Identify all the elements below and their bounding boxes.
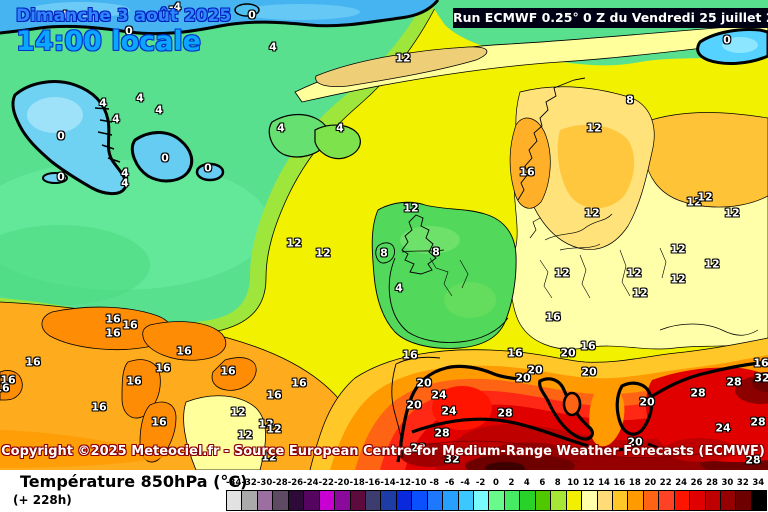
- scale-tick-label: -18: [349, 478, 365, 488]
- scale-color-cell: [721, 491, 737, 510]
- scale-tick-label: 0: [493, 478, 499, 488]
- scale-color-cell: [257, 491, 274, 510]
- scale-tick-label: -2: [475, 478, 486, 488]
- scale-tick-label: 2: [508, 478, 515, 488]
- legend-footer: Température 850hPa (°C) (+ 228h) -34 -32-…: [0, 470, 768, 512]
- greenland-landmass: [11, 80, 225, 196]
- scale-tick-label: -28: [272, 478, 288, 488]
- scale-color-cell: [612, 491, 629, 510]
- scale-color-cell: [520, 491, 536, 510]
- scale-tick-label: 28: [706, 478, 718, 488]
- scale-color-cell: [242, 491, 258, 510]
- scale-tick-label: -24: [303, 478, 319, 488]
- scale-tick-label: 4: [523, 478, 530, 488]
- scale-color-cell: [335, 491, 351, 510]
- scale-tick-label: -34: [226, 478, 242, 488]
- scale-color-cell: [597, 491, 613, 510]
- map-date: Dimanche 3 août 2025: [16, 6, 232, 26]
- scale-tick-label: 8: [554, 478, 561, 488]
- scale-tick-label: 22: [659, 478, 672, 488]
- map-time: 14:00 locale: [16, 26, 201, 57]
- scale-color-cell: [412, 491, 428, 510]
- scale-tick-label: -20: [334, 478, 350, 488]
- scale-color-cell: [566, 491, 583, 510]
- scale-tick-label: 30: [721, 478, 734, 488]
- scale-color-cell: [350, 491, 366, 510]
- scale-tick-label: -10: [411, 478, 427, 488]
- scandinavia-region: [509, 86, 655, 250]
- scale-tick-label: 26: [690, 478, 703, 488]
- iceland: [268, 113, 361, 160]
- scale-color-cell: [489, 491, 505, 510]
- arctic-cold-pool: [696, 28, 768, 65]
- scale-color-cell: [551, 491, 567, 510]
- scale-color-cell: [736, 491, 752, 510]
- scale-color-cell: [674, 491, 691, 510]
- scale-color-cell: [443, 491, 459, 510]
- scale-tick-label: -32: [241, 478, 257, 488]
- scale-color-cell: [705, 491, 721, 510]
- scale-color-cell: [304, 491, 320, 510]
- scale-tick-label: -6: [444, 478, 455, 488]
- mediterranean-heat-bands: [309, 337, 768, 470]
- scale-color-cell: [582, 491, 598, 510]
- scale-tick-label: 16: [613, 478, 626, 488]
- scale-tick-label: -22: [318, 478, 334, 488]
- scale-color-cell: [458, 491, 474, 510]
- atlantic-orange-region: [0, 301, 373, 470]
- scale-color-cell: [396, 491, 413, 510]
- scale-tick-label: 24: [675, 478, 688, 488]
- map-area: -4 0 -4 0 4 4 4 4 4 0 0 4 4 0 0 0 4 4 12 8 16 12 12 12 12 12 12 12 1…: [0, 0, 768, 470]
- scale-tick-label: -26: [287, 478, 304, 488]
- scale-tick-label: 34: [752, 478, 765, 488]
- scale-tick-label: 12: [582, 478, 595, 488]
- scale-color-cell: [535, 491, 552, 510]
- scale-color-cell: [643, 491, 660, 510]
- scale-color-cell: [381, 491, 397, 510]
- scale-color-cell: [319, 491, 336, 510]
- copyright-text: Copyright ©2025 Meteociel.fr - Source Eu…: [1, 444, 765, 459]
- scale-tick-label: 10: [567, 478, 580, 488]
- coastlines: [375, 77, 759, 459]
- color-scale: [226, 490, 768, 511]
- atlantic-cool-tongue: [183, 395, 266, 470]
- scale-color-cell: [273, 491, 289, 510]
- africa-red-contours: [419, 440, 701, 463]
- france-uk-cool-pool: [371, 201, 517, 349]
- scale-tick-label: 32: [736, 478, 749, 488]
- scale-tick-label: 6: [539, 478, 546, 488]
- scale-color-cell: [427, 491, 444, 510]
- thick-20c-contour: [396, 360, 768, 463]
- scale-tick-label: -14: [380, 478, 396, 488]
- arctic-blue-strip: [0, 0, 440, 36]
- scale-tick-label: -30: [256, 478, 273, 488]
- scale-color-cell: [365, 491, 382, 510]
- scale-tick-label: 14: [598, 478, 610, 488]
- scale-color-cell: [751, 491, 767, 510]
- scale-color-cell: [474, 491, 490, 510]
- scale-tick-label: 20: [644, 478, 657, 488]
- scale-tick-label: 18: [628, 478, 641, 488]
- scale-tick-label: -16: [364, 478, 381, 488]
- scale-color-cell: [659, 491, 675, 510]
- run-info-bar: Run ECMWF 0.25° 0 Z du Vendredi 25 juill…: [453, 8, 768, 28]
- scale-color-cell: [288, 491, 305, 510]
- scale-color-cell: [504, 491, 521, 510]
- scale-tick-label: -8: [429, 478, 440, 488]
- forecast-offset: (+ 228h): [13, 493, 72, 507]
- scale-color-cell: [690, 491, 706, 510]
- scale-tick-label: -4: [460, 478, 470, 488]
- scale-tick-label: -12: [395, 478, 412, 488]
- scale-color-cell: [628, 491, 644, 510]
- legend-title: Température 850hPa (°C): [20, 472, 248, 491]
- scale-color-cell: [227, 491, 243, 510]
- temperature-map: [0, 0, 768, 470]
